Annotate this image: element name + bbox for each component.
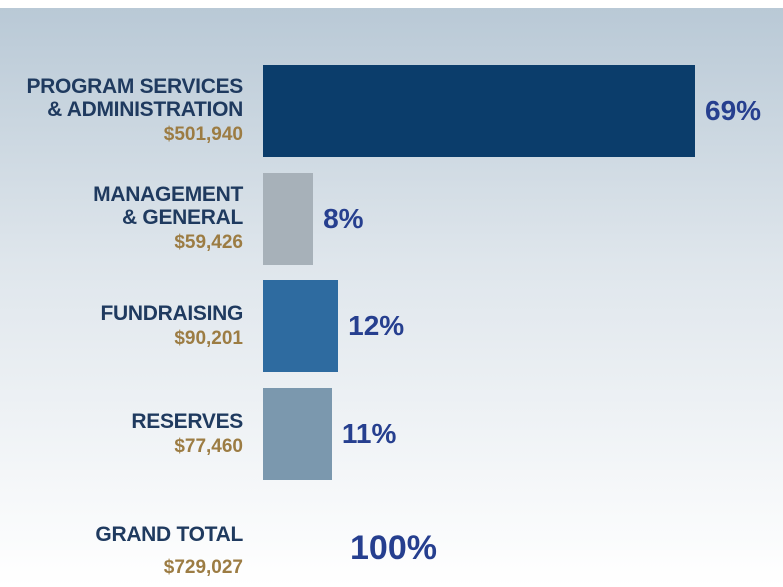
- amount: $59,426: [174, 231, 243, 253]
- total-name: GRAND TOTAL: [95, 522, 243, 546]
- bar: [263, 172, 314, 265]
- category-label: MANAGEMENT & GENERAL $59,426: [3, 173, 243, 265]
- bar: [263, 280, 339, 373]
- category-label: FUNDRAISING $90,201: [3, 280, 243, 372]
- category-name: PROGRAM SERVICES & ADMINISTRATION: [26, 75, 243, 121]
- category-name: RESERVES: [131, 409, 243, 433]
- category-name: FUNDRAISING: [100, 301, 243, 325]
- bar: [263, 65, 695, 157]
- category-name: MANAGEMENT & GENERAL: [93, 182, 243, 229]
- total-value-label: 100%: [350, 529, 437, 567]
- category-label: PROGRAM SERVICES & ADMINISTRATION $501,94…: [3, 65, 243, 157]
- category-label: RESERVES $77,460: [3, 388, 243, 480]
- value-label: 69%: [705, 95, 762, 126]
- bar: [263, 388, 332, 481]
- value-label: 12%: [348, 310, 405, 342]
- amount: $501,940: [163, 124, 243, 145]
- value-label: 11%: [341, 418, 397, 450]
- total-amount: $729,027: [163, 556, 243, 578]
- value-label: 8%: [323, 202, 364, 234]
- amount: $90,201: [174, 327, 243, 349]
- amount: $77,460: [174, 435, 243, 457]
- total-label: GRAND TOTAL $729,027: [3, 518, 243, 584]
